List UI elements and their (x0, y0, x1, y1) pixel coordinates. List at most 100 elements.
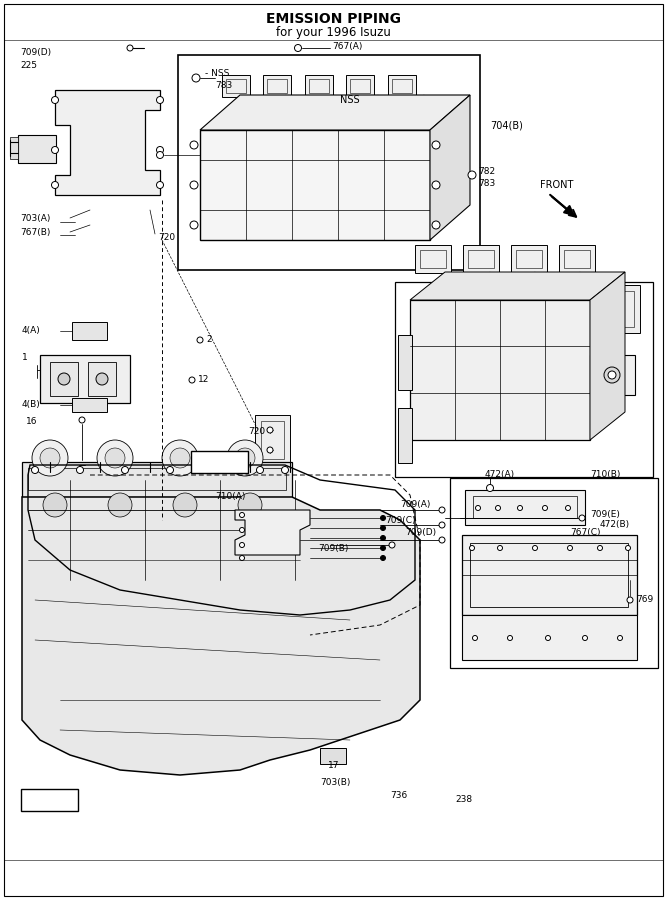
Text: 720: 720 (605, 274, 622, 283)
Circle shape (79, 417, 85, 423)
Circle shape (192, 74, 200, 82)
Text: 1: 1 (22, 354, 28, 363)
FancyBboxPatch shape (191, 451, 248, 473)
Circle shape (190, 141, 198, 149)
Circle shape (173, 493, 197, 517)
Circle shape (189, 377, 195, 383)
Circle shape (238, 493, 262, 517)
Circle shape (239, 512, 245, 517)
Bar (473, 496, 577, 518)
Bar (10, 137, 18, 159)
Circle shape (162, 440, 198, 476)
Text: 472(B): 472(B) (600, 520, 630, 529)
Text: NSS: NSS (340, 95, 360, 105)
Bar (50, 362, 78, 396)
Text: 225: 225 (20, 60, 37, 69)
Bar (450, 478, 658, 668)
Text: 710(B): 710(B) (590, 471, 620, 480)
Polygon shape (590, 272, 625, 440)
Bar (350, 79, 370, 93)
Circle shape (389, 542, 395, 548)
Text: 472(A): 472(A) (485, 471, 515, 480)
Circle shape (380, 516, 386, 520)
Circle shape (468, 171, 476, 179)
Text: 767(A): 767(A) (332, 42, 362, 51)
Circle shape (31, 466, 39, 473)
Circle shape (542, 506, 548, 510)
Circle shape (58, 373, 70, 385)
Circle shape (618, 635, 622, 641)
Bar (88, 362, 116, 396)
Text: 703(A): 703(A) (20, 213, 51, 222)
Circle shape (51, 182, 59, 188)
Circle shape (518, 506, 522, 510)
Bar (255, 415, 290, 465)
Text: 703(B): 703(B) (320, 778, 350, 787)
Text: 783: 783 (478, 179, 496, 188)
Circle shape (439, 537, 445, 543)
Bar (320, 748, 346, 764)
Circle shape (604, 367, 620, 383)
Circle shape (546, 635, 550, 641)
Bar (410, 300, 590, 440)
Circle shape (235, 448, 255, 468)
Circle shape (197, 337, 203, 343)
Circle shape (380, 536, 386, 541)
Bar (388, 75, 416, 97)
Text: 709(C): 709(C) (385, 516, 416, 525)
Bar (178, 55, 480, 270)
Text: 704(B): 704(B) (490, 120, 523, 130)
Text: 736: 736 (390, 790, 408, 799)
Circle shape (157, 182, 163, 188)
Circle shape (582, 635, 588, 641)
Circle shape (167, 466, 173, 473)
Circle shape (432, 141, 440, 149)
Circle shape (476, 506, 480, 510)
Bar (516, 250, 542, 268)
Text: 720: 720 (248, 428, 265, 436)
Bar (465, 490, 585, 525)
Text: 767(B): 767(B) (20, 228, 51, 237)
Circle shape (157, 151, 163, 158)
Circle shape (267, 447, 273, 453)
Text: EMISSION PIPING: EMISSION PIPING (265, 12, 400, 26)
Bar (398, 335, 412, 390)
FancyBboxPatch shape (21, 789, 78, 811)
Bar (462, 615, 637, 660)
Circle shape (627, 597, 633, 603)
Circle shape (190, 181, 198, 189)
Text: 16: 16 (26, 418, 37, 427)
Polygon shape (55, 90, 160, 195)
Circle shape (239, 527, 245, 533)
Text: 2: 2 (206, 336, 211, 345)
Text: 769: 769 (636, 596, 653, 605)
Text: 709(E): 709(E) (590, 510, 620, 519)
Circle shape (380, 526, 386, 530)
Text: 17: 17 (328, 760, 340, 770)
Bar (559, 245, 595, 273)
Circle shape (157, 96, 163, 104)
Bar (395, 282, 653, 477)
Circle shape (190, 221, 198, 229)
Circle shape (608, 371, 616, 379)
Circle shape (432, 221, 440, 229)
Circle shape (170, 448, 190, 468)
Circle shape (267, 427, 273, 433)
Circle shape (380, 545, 386, 551)
Circle shape (281, 466, 289, 473)
Text: 709(B): 709(B) (318, 544, 348, 553)
Circle shape (568, 545, 572, 551)
Bar (18, 135, 56, 163)
Bar (72, 322, 107, 340)
Bar (511, 245, 547, 273)
Text: 238: 238 (455, 796, 472, 805)
Circle shape (239, 543, 245, 547)
Text: 783: 783 (215, 80, 232, 89)
Circle shape (121, 466, 129, 473)
Circle shape (439, 522, 445, 528)
Circle shape (532, 545, 538, 551)
Circle shape (32, 440, 68, 476)
Bar (614, 291, 634, 327)
Circle shape (439, 507, 445, 513)
Circle shape (472, 635, 478, 641)
